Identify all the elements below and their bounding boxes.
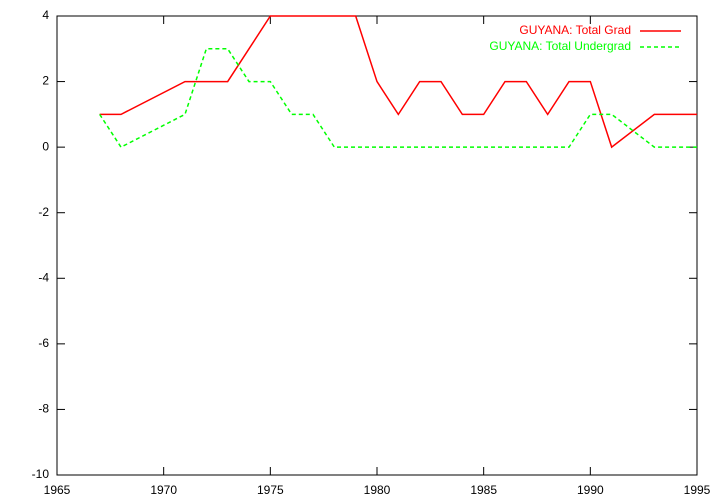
x-tick-label: 1995 <box>684 483 711 497</box>
y-tick-label: -4 <box>38 270 49 284</box>
x-tick-label: 1980 <box>364 483 391 497</box>
x-tick-label: 1985 <box>470 483 497 497</box>
y-tick-label: 0 <box>42 139 49 153</box>
x-tick-label: 1970 <box>150 483 177 497</box>
y-tick-label: -6 <box>38 336 49 350</box>
y-tick-label: -8 <box>38 402 49 416</box>
line-series <box>99 15 697 149</box>
y-tick-label: 2 <box>42 74 49 88</box>
y-tick-label: 4 <box>42 8 49 22</box>
line-series <box>99 48 697 149</box>
x-tick-label: 1965 <box>44 483 71 497</box>
y-tick-label: -2 <box>38 205 49 219</box>
y-tick-label: -10 <box>32 467 50 481</box>
legend-label: GUYANA: Total Grad <box>519 23 631 37</box>
x-tick-label: 1990 <box>577 483 604 497</box>
x-tick-label: 1975 <box>257 483 284 497</box>
plot-border <box>56 15 698 476</box>
legend-label: GUYANA: Total Undergrad <box>489 39 631 53</box>
